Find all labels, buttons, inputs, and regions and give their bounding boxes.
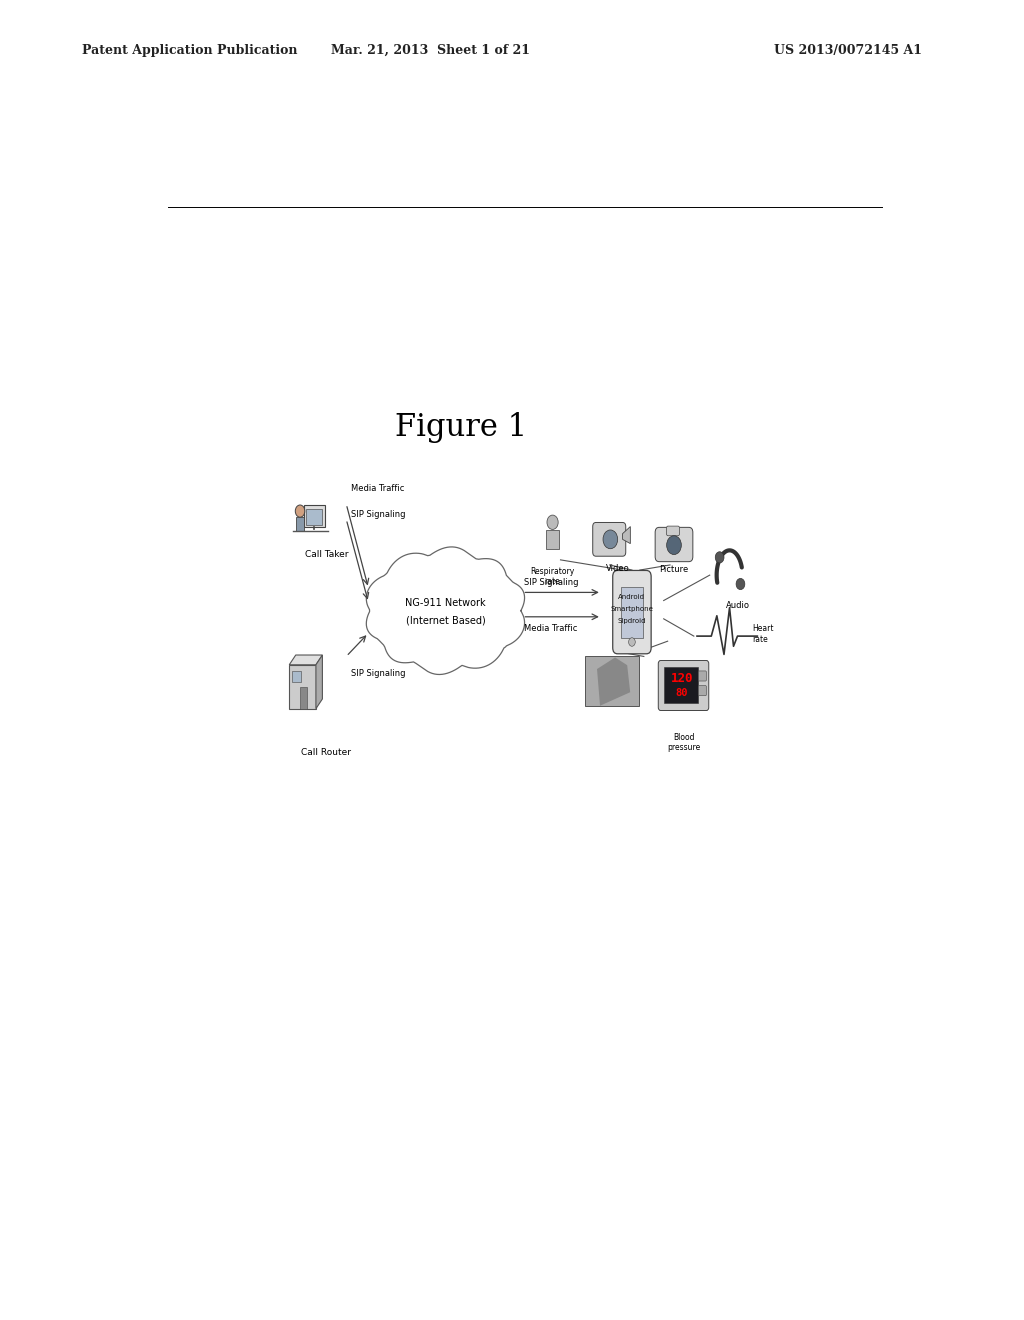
Text: Respiratory
rate: Respiratory rate — [530, 568, 574, 586]
FancyBboxPatch shape — [612, 570, 651, 653]
Polygon shape — [623, 527, 631, 544]
Text: Smartphone: Smartphone — [610, 606, 653, 611]
Polygon shape — [597, 657, 630, 706]
Polygon shape — [296, 517, 304, 532]
Text: SIP Signaling: SIP Signaling — [351, 669, 406, 678]
FancyBboxPatch shape — [304, 506, 325, 528]
Text: Audio: Audio — [725, 601, 750, 610]
Text: Picture: Picture — [659, 565, 688, 574]
Text: SIP Signaling: SIP Signaling — [524, 578, 579, 586]
Text: (Internet Based): (Internet Based) — [406, 616, 485, 626]
Text: Blood
pressure: Blood pressure — [667, 733, 700, 752]
FancyBboxPatch shape — [698, 685, 707, 696]
Polygon shape — [289, 665, 316, 709]
Text: Mar. 21, 2013  Sheet 1 of 21: Mar. 21, 2013 Sheet 1 of 21 — [331, 44, 529, 57]
Text: Video: Video — [606, 564, 630, 573]
Text: Media Traffic: Media Traffic — [524, 624, 578, 634]
Circle shape — [667, 536, 681, 554]
Text: NG-911 Network: NG-911 Network — [406, 598, 485, 607]
Text: 120: 120 — [671, 672, 693, 685]
Polygon shape — [289, 655, 323, 665]
Text: 80: 80 — [676, 688, 688, 698]
Text: Media Traffic: Media Traffic — [351, 484, 404, 494]
Circle shape — [716, 552, 724, 562]
Circle shape — [736, 578, 744, 590]
FancyBboxPatch shape — [621, 586, 643, 638]
FancyBboxPatch shape — [655, 528, 693, 561]
Text: Figure 1: Figure 1 — [395, 412, 527, 444]
Text: US 2013/0072145 A1: US 2013/0072145 A1 — [773, 44, 922, 57]
Text: Android: Android — [618, 594, 645, 601]
FancyBboxPatch shape — [306, 510, 323, 525]
Circle shape — [547, 515, 558, 529]
Polygon shape — [367, 546, 524, 675]
FancyBboxPatch shape — [585, 656, 639, 706]
FancyBboxPatch shape — [698, 671, 707, 681]
FancyBboxPatch shape — [667, 527, 680, 536]
FancyBboxPatch shape — [658, 660, 709, 710]
FancyBboxPatch shape — [593, 523, 626, 556]
Text: Patent Application Publication: Patent Application Publication — [82, 44, 297, 57]
Text: Call Taker: Call Taker — [305, 549, 348, 558]
Polygon shape — [316, 655, 323, 709]
Polygon shape — [300, 686, 307, 709]
Circle shape — [295, 506, 305, 517]
FancyBboxPatch shape — [665, 667, 698, 704]
Circle shape — [603, 529, 617, 549]
Text: SIP Signaling: SIP Signaling — [351, 510, 406, 519]
Polygon shape — [292, 671, 301, 682]
Circle shape — [629, 638, 635, 647]
Text: Call Router: Call Router — [301, 748, 351, 756]
Polygon shape — [547, 531, 559, 549]
Text: Sipdroid: Sipdroid — [617, 618, 646, 624]
Text: Heart
rate: Heart rate — [753, 624, 774, 644]
